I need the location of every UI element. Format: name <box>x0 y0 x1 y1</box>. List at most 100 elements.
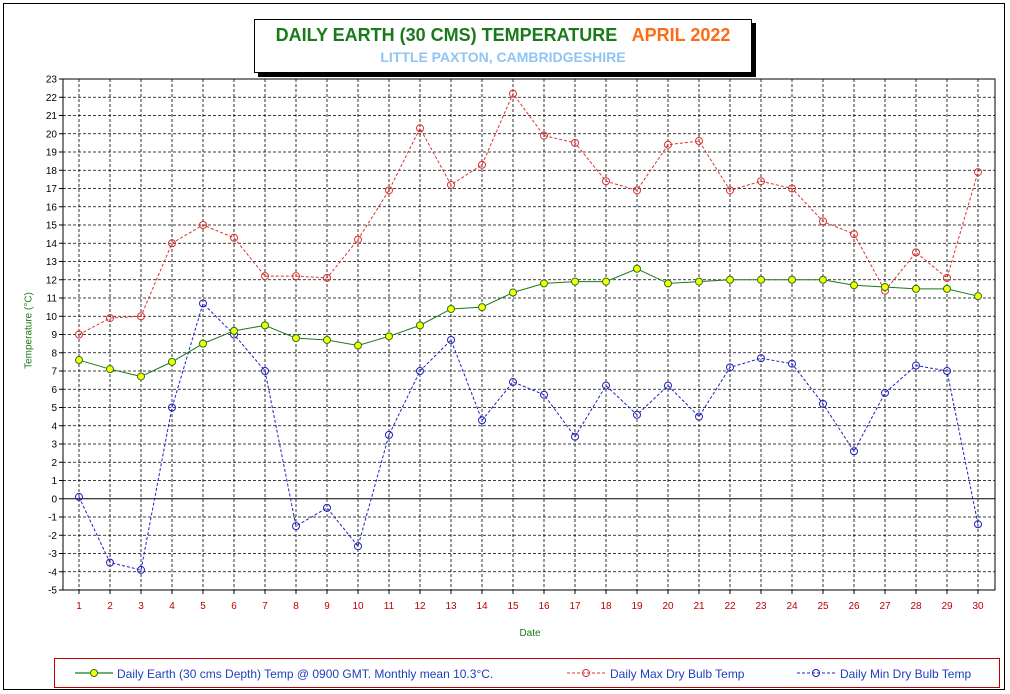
series-min-point <box>137 565 145 574</box>
series-max-point <box>447 180 455 189</box>
legend-earth-marker <box>90 669 98 677</box>
y-tick-label: 17 <box>46 184 58 195</box>
x-tick-label: 15 <box>507 601 519 612</box>
y-tick-label: -5 <box>48 586 57 597</box>
series-min-point <box>447 335 455 344</box>
series-earth-point <box>168 357 176 366</box>
series-max-point <box>540 131 548 140</box>
series-max-point <box>695 137 703 146</box>
x-tick-label: 3 <box>138 601 144 612</box>
series-max-point <box>509 89 517 98</box>
series-max-point <box>974 168 982 177</box>
y-tick-label: 21 <box>46 111 58 122</box>
series-earth-point <box>757 275 765 284</box>
series-min-point <box>540 390 548 399</box>
x-tick-label: 24 <box>786 601 798 612</box>
series-min-point <box>726 363 734 372</box>
series-earth-point <box>881 283 889 292</box>
x-tick-label: 4 <box>169 601 175 612</box>
series-earth-point <box>416 321 424 330</box>
x-tick-label: 22 <box>724 601 736 612</box>
legend-max-label: Daily Max Dry Bulb Temp <box>610 667 745 681</box>
series-min-point <box>788 359 796 368</box>
series-earth-point <box>292 334 300 343</box>
y-tick-label: 14 <box>46 239 58 250</box>
series-min-point <box>943 367 951 375</box>
series-max-point <box>354 235 362 244</box>
legend-min-marker <box>812 669 820 677</box>
series-earth-point <box>137 372 145 381</box>
series-min-point <box>664 381 672 390</box>
series-max-point <box>261 272 269 281</box>
series-min-point <box>509 377 517 386</box>
series-earth-point <box>230 326 238 335</box>
series-min-point <box>261 367 269 375</box>
series-max-line <box>78 92 979 335</box>
series-min-point <box>168 403 176 412</box>
y-tick-label: 6 <box>51 385 57 396</box>
series-max-point <box>912 248 920 257</box>
x-tick-label: 29 <box>941 601 953 612</box>
series-max-point <box>230 233 238 242</box>
series-max-point <box>478 160 486 169</box>
x-tick-label: 2 <box>107 601 113 612</box>
y-tick-label: -2 <box>48 531 57 542</box>
x-tick-label: 8 <box>293 601 299 612</box>
y-tick-label: 9 <box>51 330 57 341</box>
series-max-point <box>757 177 765 186</box>
x-tick-label: 25 <box>817 601 829 612</box>
series-earth-point <box>664 279 672 288</box>
series-min-point <box>416 367 424 375</box>
series-max-point <box>726 186 734 195</box>
x-tick-label: 17 <box>569 601 581 612</box>
legend-max-marker <box>582 669 590 677</box>
series-min-point <box>75 492 83 501</box>
series-max-point <box>199 221 207 229</box>
y-tick-label: 13 <box>46 257 58 268</box>
series-min-point <box>323 503 331 512</box>
series-max-point <box>106 314 114 323</box>
legend-min-label: Daily Min Dry Bulb Temp <box>840 667 972 681</box>
x-tick-label: 28 <box>910 601 922 612</box>
series-min-point <box>292 522 300 531</box>
series-earth-point <box>819 275 827 284</box>
series-max-point <box>168 239 176 248</box>
x-tick-label: 1 <box>76 601 82 612</box>
series-min-point <box>633 410 641 419</box>
series-max-point <box>75 330 83 339</box>
x-tick-label: 26 <box>848 601 860 612</box>
series-earth-point <box>75 356 83 365</box>
y-tick-label: 1 <box>51 476 57 487</box>
series-max-point <box>943 273 951 282</box>
legend-markers <box>75 669 835 677</box>
series-max-point <box>602 177 610 186</box>
x-tick-label: 23 <box>755 601 767 612</box>
x-tick-label: 18 <box>600 601 612 612</box>
series-max-point <box>323 273 331 282</box>
series-max-point <box>571 138 579 147</box>
series-max-point <box>385 186 393 195</box>
x-tick-label: 10 <box>352 601 364 612</box>
series-max-point <box>788 184 796 193</box>
x-tick-label: 27 <box>879 601 891 612</box>
x-tick-label: 7 <box>262 601 268 612</box>
series-max-point <box>292 272 300 281</box>
y-tick-label: 5 <box>51 403 57 414</box>
x-tick-label: 6 <box>231 601 237 612</box>
y-tick-label: 11 <box>47 294 58 305</box>
legend: Daily Earth (30 cms Depth) Temp @ 0900 G… <box>54 658 1000 688</box>
y-tick-label: 23 <box>46 75 58 86</box>
series-earth-point <box>106 365 114 374</box>
y-tick-label: 10 <box>46 312 58 323</box>
series-max-point <box>416 124 424 133</box>
series-min-point <box>602 381 610 390</box>
series-earth-point <box>943 284 951 293</box>
series-earth-point <box>695 277 703 286</box>
series-earth-point <box>633 264 641 273</box>
series-min-point <box>912 361 920 370</box>
x-tick-label: 14 <box>476 601 488 612</box>
series-earth-point <box>726 275 734 284</box>
series-earth-point <box>540 279 548 288</box>
x-tick-label: 9 <box>324 601 330 612</box>
